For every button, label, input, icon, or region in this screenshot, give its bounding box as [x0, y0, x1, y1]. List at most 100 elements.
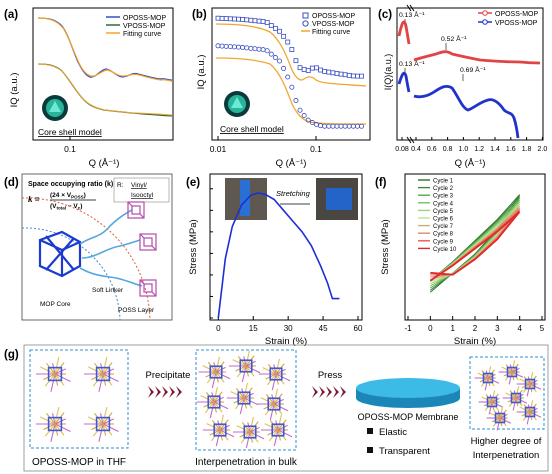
molecule-arm: [52, 413, 56, 425]
vposs-marker: [297, 107, 303, 113]
molecule-arm: [39, 366, 56, 375]
molecule-core: [524, 378, 536, 390]
molecule-arm: [269, 420, 279, 431]
bulk-molecule: [228, 350, 261, 383]
oposs-marker: [244, 17, 250, 23]
press-arrow: [312, 386, 346, 398]
molecule-arm: [245, 360, 256, 367]
core-shell-core-b: [231, 97, 243, 108]
oposs-marker: [326, 69, 332, 75]
molecule-arm: [488, 401, 493, 415]
molecule-arm: [491, 401, 504, 408]
bulk-box: [195, 349, 297, 451]
molecule-core: [524, 406, 536, 418]
xticks-c: 0.08 0.4 0.6 0.8 1.0 1.2 1.4 1.6 1.8 2.0: [395, 137, 547, 153]
molecule-arm: [529, 411, 542, 418]
axis-break-c-2: [409, 136, 415, 144]
chevron: [319, 386, 325, 398]
chevron: [155, 386, 161, 398]
molecule-arm: [249, 416, 255, 433]
vposs-marker: [326, 123, 332, 129]
molecule-arm: [245, 431, 251, 449]
molecule-arm: [239, 397, 245, 415]
xtick-label-f: -1: [404, 324, 412, 333]
molecule-arm: [529, 383, 542, 390]
molecule-arm: [54, 407, 60, 425]
oposs-marker: [346, 72, 352, 78]
molecule-arm: [213, 401, 229, 410]
vposs-marker: [277, 58, 283, 64]
xtick-label-c: 0.8: [443, 146, 453, 153]
molecule-arm: [273, 364, 277, 375]
molecule-core: [243, 425, 257, 439]
xtick-label-e: 15: [249, 324, 258, 333]
molecule-arm: [50, 373, 56, 392]
molecule-arm: [243, 392, 254, 399]
bullet-elastic: [367, 428, 373, 434]
bulk-molecule: [256, 388, 289, 421]
vposs-marker: [293, 98, 299, 104]
xtick-label-c: 0.6: [427, 146, 437, 153]
molecule-arm: [98, 423, 104, 442]
molecule-arm: [39, 416, 56, 425]
vposs-marker: [272, 55, 278, 61]
higher-molecule: [478, 390, 504, 415]
legend-vposs-c: VPOSS-MOP: [495, 20, 538, 27]
series-fit-b: [215, 23, 367, 87]
annot-c-3: 0.13 Å⁻¹: [399, 59, 425, 68]
molecule-arm: [213, 386, 219, 403]
legend-cycle-label: Cycle 10: [433, 247, 457, 253]
xtick-label-f: 3: [495, 324, 500, 333]
legend-oposs-b: OPOSS-MOP: [312, 13, 356, 20]
panel-label-g: (g): [4, 349, 19, 361]
molecule-arm: [529, 400, 534, 413]
vposs-marker: [248, 45, 254, 51]
vposs-marker: [309, 120, 315, 126]
thf-molecule: [35, 407, 71, 442]
vposs-marker: [354, 123, 360, 129]
legend-fit-a: Fitting curve: [123, 31, 161, 38]
molecule-arm: [102, 423, 119, 433]
poss-layer-label: POSS Layer: [118, 307, 155, 314]
molecule-arm: [46, 412, 56, 425]
legend-cycle-label: Cycle 2: [433, 186, 454, 192]
series-oposs-c: [397, 20, 541, 65]
panel-b: (b) IQ (a.u.) Q (Å⁻¹) 0.01 0.1 OPOSS-MOP…: [192, 7, 371, 169]
molecule-arm: [273, 398, 284, 405]
molecule-arm: [247, 422, 251, 433]
bulk-molecules: [196, 350, 293, 449]
vposs-marker: [334, 123, 340, 129]
panel-c: (c) I(Q)(a.u.) Q (Å⁻¹) 0.08 0.4 0.6 0.8 1.0 1…: [378, 4, 547, 169]
poss-cage-2: [139, 233, 157, 251]
legend-cycle-label: Cycle 5: [433, 209, 454, 215]
molecule-arm: [217, 420, 221, 431]
oposs-marker: [314, 65, 319, 71]
vposs-marker: [346, 123, 352, 129]
axes-frame-b: [211, 7, 371, 141]
molecule-arm: [215, 366, 226, 373]
xtick-label-e: 0: [216, 324, 221, 333]
poss-cage-3: [139, 279, 157, 297]
legend-marker-vposs-c: [482, 19, 488, 25]
chevron: [162, 386, 168, 398]
soft-linker-label: Soft Linker: [92, 287, 124, 294]
vposs-marker: [264, 48, 270, 54]
molecule-arm: [215, 371, 231, 380]
vposs-marker: [260, 47, 266, 53]
molecule-arm: [98, 373, 104, 392]
xtick-label-e: 45: [319, 324, 328, 333]
axis-break-c-1: [406, 136, 412, 144]
molecule-arm: [277, 429, 293, 438]
molecule-arm: [275, 368, 286, 375]
oposs-marker: [330, 70, 336, 76]
oposs-marker: [350, 73, 356, 79]
molecule-arm: [215, 429, 221, 447]
molecule-arm: [102, 368, 114, 375]
r-group-isooctyl: Isooctyl: [131, 192, 154, 199]
axes-frame-e: [209, 173, 363, 321]
molecule-arm: [206, 423, 221, 431]
bulk-molecule: [202, 414, 235, 447]
molecule-arm: [264, 423, 279, 431]
bulk-molecule: [226, 382, 259, 415]
